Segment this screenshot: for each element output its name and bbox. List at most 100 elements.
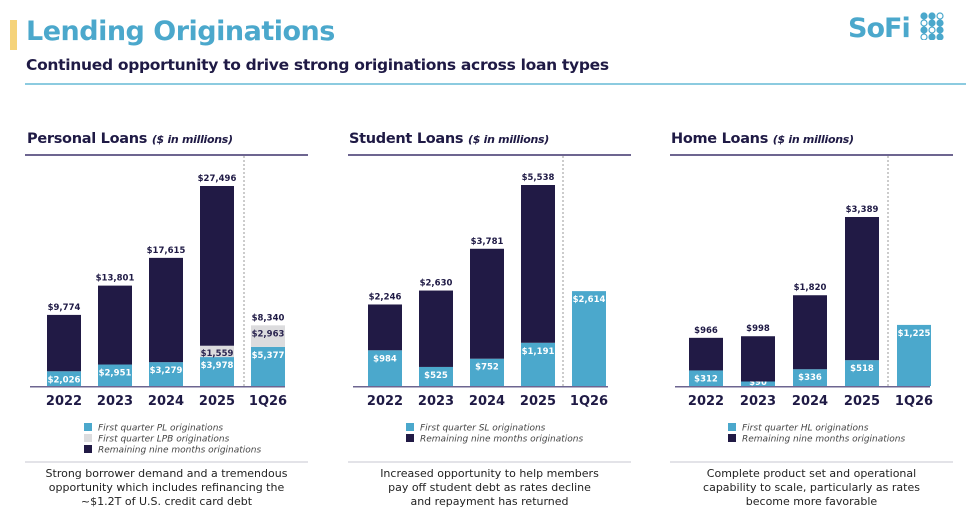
segment-label: $1,225 xyxy=(898,329,931,339)
first-quarter-segment-2022 xyxy=(689,370,723,386)
total-label: $8,340 xyxy=(252,313,285,323)
segment-label: $90 xyxy=(749,378,767,388)
description-line: ~$1.2T of U.S. credit card debt xyxy=(80,495,253,508)
segment-label: $5,377 xyxy=(252,351,285,361)
first-quarter-segment-2025 xyxy=(521,342,555,386)
total-label: $9,774 xyxy=(48,303,81,313)
remaining-segment-2023 xyxy=(741,336,775,382)
page-subtitle: Continued opportunity to drive strong or… xyxy=(26,56,609,74)
description-line: opportunity which includes refinancing t… xyxy=(48,481,285,494)
category-label: 2024 xyxy=(792,394,828,409)
legend-swatch xyxy=(406,434,414,442)
segment-label: $2,963 xyxy=(252,329,285,339)
remaining-segment-2024 xyxy=(470,248,504,359)
first-quarter-segment-2025 xyxy=(200,357,234,386)
remaining-segment-2025 xyxy=(521,185,555,343)
lpb-segment-1Q26 xyxy=(251,325,285,347)
panel-title-underline xyxy=(348,154,631,156)
legend-label: Remaining nine months originations xyxy=(742,435,906,445)
unit-note: ($ in millions) xyxy=(151,133,233,146)
total-label: $966 xyxy=(694,326,718,336)
description-divider xyxy=(25,461,308,463)
total-label: $998 xyxy=(746,324,770,334)
remaining-segment-2024 xyxy=(149,257,183,363)
student-loans-title: Student Loans ($ in millions) xyxy=(349,131,549,147)
remaining-segment-2024 xyxy=(793,295,827,370)
remaining-segment-2022 xyxy=(368,304,402,351)
home-loans-title: Home Loans ($ in millions) xyxy=(671,131,854,147)
first-quarter-segment-2024 xyxy=(149,362,183,386)
panel-title-text: Home Loans xyxy=(671,131,769,147)
legend-swatch xyxy=(84,445,92,453)
category-label: 2022 xyxy=(367,394,403,409)
first-quarter-segment-1Q26 xyxy=(251,346,285,386)
first-quarter-segment-2024 xyxy=(793,369,827,386)
category-label: 1Q26 xyxy=(895,394,933,409)
legend-swatch xyxy=(728,423,736,431)
personal-loans-description: Strong borrower demand and a tremendous … xyxy=(25,467,308,509)
remaining-segment-2025 xyxy=(845,217,879,361)
remaining-segment-2023 xyxy=(98,285,132,365)
description-line: Strong borrower demand and a tremendous xyxy=(45,467,288,480)
panel-title-text: Student Loans xyxy=(349,131,464,147)
first-quarter-segment-2024 xyxy=(470,358,504,386)
legend-label: First quarter HL originations xyxy=(742,424,869,434)
page-title: Lending Originations xyxy=(26,16,335,47)
total-label: $2,630 xyxy=(420,279,453,289)
first-quarter-segment-2023 xyxy=(741,381,775,386)
legend-swatch xyxy=(728,434,736,442)
legend-swatch xyxy=(84,434,92,442)
home-loans-description: Complete product set and operational cap… xyxy=(670,467,953,509)
description-line: Complete product set and operational xyxy=(706,467,917,480)
first-quarter-segment-2025 xyxy=(845,360,879,386)
legend-label: Remaining nine months originations xyxy=(420,435,584,445)
total-label: $17,615 xyxy=(147,246,186,256)
description-line: and repayment has returned xyxy=(410,495,569,508)
first-quarter-segment-2023 xyxy=(419,366,453,386)
segment-label: $1,559 xyxy=(201,349,234,359)
segment-label: $2,026 xyxy=(48,375,81,385)
sofi-logo: SoFi xyxy=(848,12,944,44)
description-divider xyxy=(670,461,953,463)
remaining-segment-2022 xyxy=(689,337,723,371)
segment-label: $336 xyxy=(798,373,822,383)
category-label: 2023 xyxy=(97,394,133,409)
panel-title-underline xyxy=(670,154,953,156)
segment-label: $518 xyxy=(850,364,874,374)
first-quarter-segment-2022 xyxy=(47,371,81,386)
total-label: $3,389 xyxy=(846,205,879,215)
legend-label: Remaining nine months originations xyxy=(98,446,262,456)
segment-label: $752 xyxy=(475,363,499,373)
first-quarter-segment-2023 xyxy=(98,364,132,386)
category-label: 2025 xyxy=(520,394,556,409)
logo-text: SoFi xyxy=(848,13,911,44)
total-label: $2,246 xyxy=(369,292,402,302)
panel-title-underline xyxy=(25,154,308,156)
segment-label: $3,279 xyxy=(150,366,183,376)
x-axis-baseline xyxy=(353,386,608,388)
first-quarter-segment-2022 xyxy=(368,350,402,386)
logo-dots-icon xyxy=(920,12,944,41)
segment-label: $2,614 xyxy=(573,295,606,305)
first-quarter-segment-1Q26 xyxy=(897,324,931,386)
description-divider xyxy=(348,461,631,463)
unit-note: ($ in millions) xyxy=(468,133,549,146)
x-axis-baseline xyxy=(30,386,285,388)
description-line: Increased opportunity to help members xyxy=(380,467,599,480)
personal-loans-title: Personal Loans ($ in millions) xyxy=(27,131,233,147)
total-label: $27,496 xyxy=(198,174,237,184)
legend-label: First quarter SL originations xyxy=(420,424,546,434)
category-label: 2024 xyxy=(148,394,184,409)
total-label: $13,801 xyxy=(96,274,135,284)
segment-label: $312 xyxy=(694,374,718,384)
segment-label: $3,978 xyxy=(201,361,234,371)
category-label: 2025 xyxy=(844,394,880,409)
category-label: 2023 xyxy=(418,394,454,409)
legend-label: First quarter LPB originations xyxy=(98,435,230,445)
remaining-segment-2025 xyxy=(200,186,234,346)
description-line: become more favorable xyxy=(745,495,878,508)
total-label: $3,781 xyxy=(471,237,504,247)
segment-label: $1,191 xyxy=(522,347,555,357)
remaining-segment-2022 xyxy=(47,314,81,372)
remaining-segment-2023 xyxy=(419,290,453,367)
